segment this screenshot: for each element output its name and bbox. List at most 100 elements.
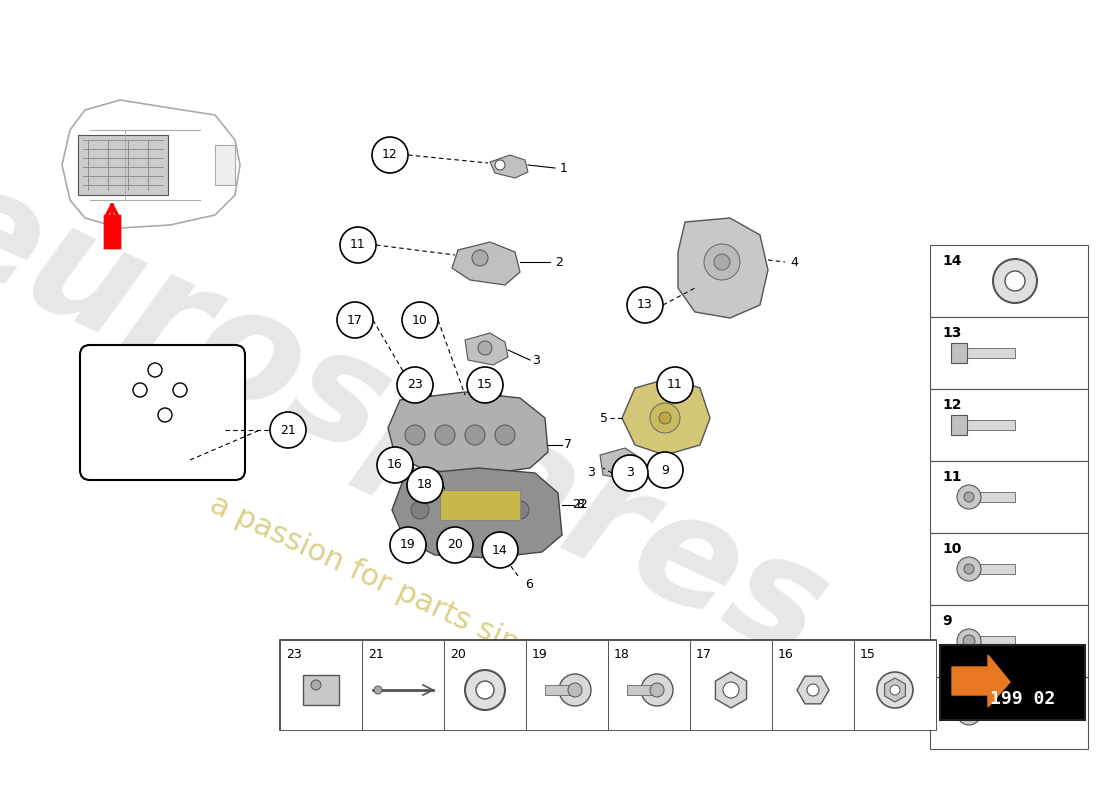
Circle shape (434, 425, 455, 445)
Text: 5: 5 (600, 411, 608, 425)
Bar (854, 640, 936, 730)
Text: 3: 3 (626, 466, 634, 479)
Text: 13: 13 (637, 298, 653, 311)
Bar (78, 135, 168, 195)
Bar (967, 420, 1015, 430)
Circle shape (390, 527, 426, 563)
Text: 21: 21 (280, 423, 296, 437)
Circle shape (957, 557, 981, 581)
Circle shape (647, 452, 683, 488)
Bar (967, 492, 1015, 502)
Bar (544, 685, 575, 695)
Circle shape (704, 244, 740, 280)
Bar (930, 389, 1088, 461)
Bar (362, 640, 444, 730)
Circle shape (568, 683, 582, 697)
Bar (930, 317, 1088, 389)
Circle shape (877, 672, 913, 708)
Circle shape (337, 302, 373, 338)
Text: 9: 9 (661, 463, 669, 477)
Text: 6: 6 (525, 578, 532, 591)
Polygon shape (600, 448, 643, 480)
Circle shape (397, 367, 433, 403)
Circle shape (476, 681, 494, 699)
Circle shape (993, 259, 1037, 303)
Circle shape (472, 250, 488, 266)
Text: 20: 20 (447, 538, 463, 551)
Bar (930, 605, 1088, 677)
Bar (214, 145, 235, 185)
Circle shape (964, 564, 974, 574)
Circle shape (890, 685, 900, 695)
Polygon shape (62, 100, 240, 228)
Circle shape (158, 408, 172, 422)
Bar (952, 343, 967, 363)
Bar (930, 533, 1088, 605)
Bar (967, 564, 1015, 574)
Text: 18: 18 (614, 647, 630, 661)
Circle shape (495, 425, 515, 445)
Bar (930, 245, 1088, 317)
Bar (940, 645, 1085, 720)
Text: 11: 11 (942, 470, 961, 484)
Polygon shape (465, 333, 508, 365)
Circle shape (481, 501, 499, 519)
Circle shape (641, 674, 673, 706)
Bar (967, 708, 1015, 718)
Text: 20: 20 (450, 647, 466, 661)
Bar (280, 640, 936, 730)
Text: 7: 7 (564, 438, 572, 451)
Text: a passion for parts since 1985: a passion for parts since 1985 (205, 490, 635, 710)
Bar (627, 685, 657, 695)
Text: 2: 2 (556, 255, 563, 269)
Text: 12: 12 (382, 149, 398, 162)
Circle shape (311, 680, 321, 690)
Polygon shape (392, 468, 562, 558)
Circle shape (495, 160, 505, 170)
Circle shape (478, 341, 492, 355)
Polygon shape (621, 378, 710, 455)
Bar (280, 640, 362, 730)
Text: eurospares: eurospares (0, 148, 849, 692)
Circle shape (957, 629, 981, 653)
Circle shape (437, 527, 473, 563)
Text: 4: 4 (790, 255, 798, 269)
Text: 19: 19 (400, 538, 416, 551)
Circle shape (446, 501, 464, 519)
Text: 16: 16 (778, 647, 794, 661)
Text: 14: 14 (492, 543, 508, 557)
Bar (608, 640, 690, 730)
Bar (302, 675, 339, 705)
Text: 18: 18 (417, 478, 433, 491)
Circle shape (148, 363, 162, 377)
Text: 9: 9 (942, 614, 952, 628)
Circle shape (465, 670, 505, 710)
Circle shape (659, 412, 671, 424)
Polygon shape (490, 155, 528, 178)
Bar (930, 461, 1088, 533)
Circle shape (807, 684, 820, 696)
Text: 13: 13 (942, 326, 961, 340)
Circle shape (657, 367, 693, 403)
Text: 21: 21 (368, 647, 384, 661)
Circle shape (270, 412, 306, 448)
Circle shape (627, 287, 663, 323)
Bar (930, 677, 1088, 749)
Text: 23: 23 (286, 647, 301, 661)
Text: 3: 3 (587, 466, 595, 479)
Polygon shape (388, 392, 548, 475)
Circle shape (405, 425, 425, 445)
Bar (967, 636, 1015, 646)
Circle shape (340, 227, 376, 263)
Circle shape (173, 383, 187, 397)
Bar (967, 348, 1015, 358)
Circle shape (650, 403, 680, 433)
Text: 15: 15 (860, 647, 876, 661)
Circle shape (402, 302, 438, 338)
Text: 3: 3 (532, 354, 540, 366)
Text: 11: 11 (667, 378, 683, 391)
Text: 10: 10 (412, 314, 428, 326)
Text: 17: 17 (348, 314, 363, 326)
Text: 22: 22 (572, 498, 587, 511)
Text: 17: 17 (696, 647, 712, 661)
